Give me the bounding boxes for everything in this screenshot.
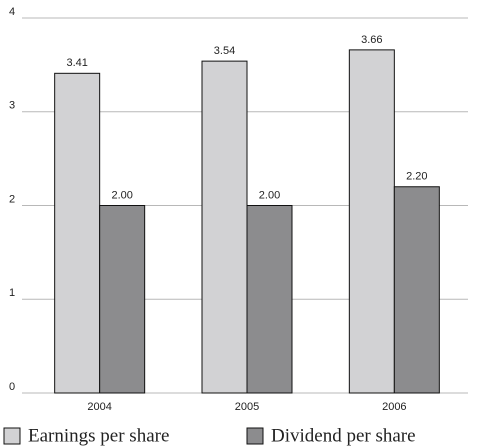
value-label: 3.54: [214, 45, 235, 57]
x-tick-label: 2004: [87, 401, 111, 413]
legend-label: Dividend per share: [271, 425, 416, 446]
legend-swatch: [246, 427, 264, 445]
value-label: 2.20: [406, 171, 427, 183]
y-tick-label: 4: [9, 6, 15, 18]
bar: [393, 186, 440, 394]
bar: [348, 49, 395, 394]
y-tick-label: 1: [9, 287, 15, 299]
y-tick-label: 0: [9, 381, 15, 393]
bar: [201, 60, 248, 394]
x-tick-label: 2006: [382, 401, 406, 413]
bar: [246, 205, 293, 394]
x-tick-label: 2005: [235, 401, 259, 413]
value-label: 3.66: [361, 34, 382, 46]
y-tick-label: 3: [9, 100, 15, 112]
value-label: 2.00: [259, 189, 280, 201]
value-label: 2.00: [111, 189, 132, 201]
legend-swatch: [3, 427, 21, 445]
bar: [54, 72, 101, 394]
bar: [99, 205, 146, 394]
value-label: 3.41: [66, 57, 87, 69]
legend-label: Earnings per share: [28, 425, 169, 446]
y-tick-label: 2: [9, 193, 15, 205]
